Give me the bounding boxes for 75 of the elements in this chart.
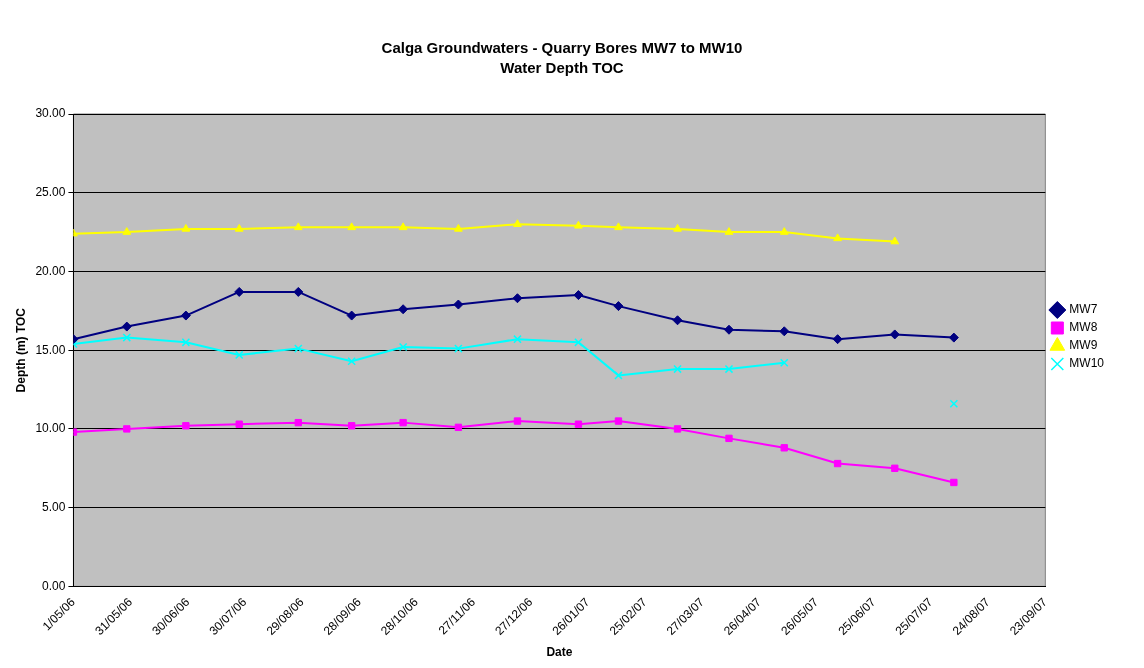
point bbox=[398, 222, 408, 231]
legend-label: MW7 bbox=[1069, 302, 1098, 317]
y-tick-label: 30.00 bbox=[35, 106, 66, 121]
y-tick-label: 15.00 bbox=[35, 342, 66, 357]
point bbox=[347, 422, 356, 430]
point bbox=[832, 334, 843, 345]
point bbox=[512, 293, 523, 304]
point bbox=[779, 358, 789, 368]
point bbox=[950, 478, 958, 487]
point bbox=[454, 344, 463, 353]
point bbox=[234, 223, 244, 232]
point bbox=[673, 425, 682, 433]
point bbox=[181, 223, 191, 232]
point bbox=[293, 222, 303, 231]
y-tick-label: 20.00 bbox=[35, 263, 66, 278]
legend-label: MW10 bbox=[1069, 356, 1105, 371]
point bbox=[347, 356, 356, 366]
chart-subtitle: Water Depth TOC bbox=[500, 59, 624, 77]
point bbox=[513, 219, 522, 227]
point bbox=[574, 420, 583, 428]
x-axis-title: Date bbox=[546, 645, 573, 660]
point bbox=[182, 422, 190, 430]
point bbox=[122, 333, 132, 342]
point bbox=[294, 344, 303, 353]
point bbox=[891, 464, 899, 472]
point bbox=[723, 324, 734, 335]
point bbox=[346, 310, 357, 321]
point bbox=[398, 342, 408, 352]
point bbox=[398, 304, 409, 315]
point bbox=[613, 301, 624, 312]
point bbox=[293, 286, 304, 297]
point bbox=[780, 444, 788, 452]
point bbox=[673, 364, 682, 374]
point bbox=[725, 434, 733, 443]
point bbox=[347, 222, 357, 231]
point bbox=[614, 222, 623, 231]
point bbox=[123, 425, 131, 433]
point bbox=[294, 418, 302, 427]
point bbox=[454, 423, 463, 432]
point bbox=[122, 227, 132, 235]
point bbox=[889, 329, 900, 340]
point bbox=[234, 350, 244, 360]
point bbox=[513, 417, 522, 425]
point bbox=[833, 459, 842, 468]
point bbox=[672, 315, 683, 326]
y-axis-title: Depth (m) TOC bbox=[13, 307, 28, 393]
point bbox=[453, 299, 464, 310]
point bbox=[180, 310, 191, 321]
point bbox=[673, 223, 682, 232]
point bbox=[121, 321, 132, 332]
point bbox=[453, 223, 463, 232]
point bbox=[890, 236, 900, 245]
point bbox=[399, 418, 407, 427]
y-tick-label: 5.00 bbox=[42, 499, 66, 514]
point bbox=[724, 227, 734, 235]
point bbox=[779, 326, 790, 337]
point bbox=[614, 371, 623, 380]
point bbox=[235, 420, 243, 428]
chart-title: Calga Groundwaters - Quarry Bores MW7 to MW10 bbox=[381, 39, 743, 57]
legend-label: MW9 bbox=[1069, 338, 1098, 353]
point bbox=[574, 338, 583, 347]
point bbox=[949, 399, 959, 409]
y-tick-label: 10.00 bbox=[35, 421, 66, 436]
point bbox=[181, 338, 191, 347]
point bbox=[574, 220, 583, 229]
point bbox=[833, 233, 843, 242]
legend-label: MW8 bbox=[1069, 320, 1098, 335]
y-tick-label: 25.00 bbox=[35, 185, 66, 200]
point bbox=[779, 227, 789, 235]
point bbox=[614, 417, 623, 425]
point bbox=[573, 290, 584, 301]
y-tick-label: 0.00 bbox=[42, 578, 66, 593]
point bbox=[948, 332, 959, 343]
point bbox=[724, 364, 734, 374]
point bbox=[513, 334, 522, 344]
